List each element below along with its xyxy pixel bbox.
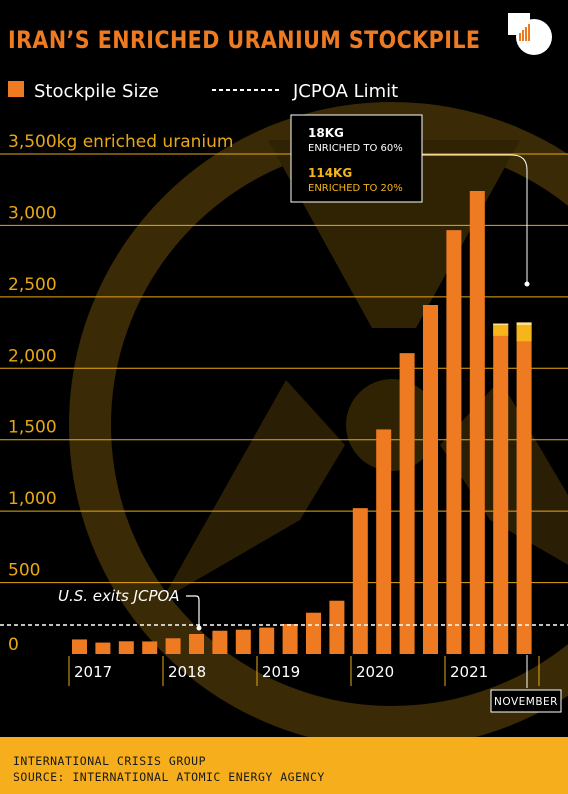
crisis-group-logo xyxy=(508,13,552,55)
legend-label-jcpoa: JCPOA Limit xyxy=(292,81,398,102)
bar xyxy=(493,323,509,654)
bars xyxy=(72,191,532,654)
bar-segment-60pct xyxy=(493,323,509,326)
callout-box: 18KG ENRICHED TO 60% 114KG ENRICHED TO 2… xyxy=(290,114,530,287)
bar xyxy=(189,634,204,654)
callout-pointer xyxy=(422,154,528,282)
y-tick-label: 2,000 xyxy=(8,346,57,366)
bar xyxy=(165,638,181,654)
footer-source: SOURCE: INTERNATIONAL ATOMIC ENERGY AGEN… xyxy=(13,770,325,784)
callout-20-desc: ENRICHED TO 20% xyxy=(308,183,403,194)
callout-dot xyxy=(524,281,530,287)
bar xyxy=(72,639,87,654)
y-tick-label: 1,000 xyxy=(8,489,57,509)
bar xyxy=(118,641,134,654)
bar xyxy=(352,508,368,654)
bar xyxy=(212,630,228,654)
x-tick-label: 2017 xyxy=(74,663,112,681)
page-title: IRAN’S ENRICHED URANIUM STOCKPILE xyxy=(8,26,481,54)
y-tick-label: 2,500 xyxy=(8,275,57,295)
footer: INTERNATIONAL CRISIS GROUP SOURCE: INTER… xyxy=(0,737,568,794)
x-axis: 2017 2018 2019 2020 2021 xyxy=(68,656,540,686)
callout-60-value: 18KG xyxy=(308,126,344,140)
legend: Stockpile Size JCPOA Limit xyxy=(8,81,398,102)
x-tick-label: 2020 xyxy=(356,663,394,681)
us-exit-pointer xyxy=(186,595,200,627)
y-tick-label: 500 xyxy=(8,561,40,581)
y-tick-label: 1,500 xyxy=(8,418,57,438)
stockpile-chart: Stockpile Size JCPOA Limit 0 500 1,000 1,50… xyxy=(0,81,568,737)
bar xyxy=(423,305,438,654)
bar xyxy=(142,641,158,654)
november-marker: NOVEMBER xyxy=(490,655,562,713)
y-tick-label: 3,500kg enriched uranium xyxy=(8,132,233,152)
y-tick-label: 0 xyxy=(8,635,19,655)
bar xyxy=(95,642,111,654)
bar xyxy=(235,629,251,654)
legend-label-stockpile: Stockpile Size xyxy=(34,81,159,102)
bar-segment-20pct xyxy=(493,323,509,336)
y-axis: 0 500 1,000 1,500 2,000 2,500 3,000 3,500kg enr… xyxy=(8,132,233,655)
x-tick-label: 2018 xyxy=(168,663,206,681)
us-exit-label: U.S. exits JCPOA xyxy=(58,587,180,605)
bar xyxy=(446,230,462,654)
bar-segment-20pct xyxy=(516,325,532,342)
legend-swatch-stockpile xyxy=(8,81,24,97)
november-label: NOVEMBER xyxy=(494,696,558,708)
callout-20-value: 114KG xyxy=(308,166,352,180)
y-tick-label: 3,000 xyxy=(8,203,57,223)
bar-segment-60pct xyxy=(516,322,532,325)
x-tick-label: 2021 xyxy=(450,663,488,681)
bar xyxy=(399,353,415,654)
bar xyxy=(282,624,298,654)
bar xyxy=(376,429,392,654)
footer-publisher: INTERNATIONAL CRISIS GROUP xyxy=(13,754,207,768)
bar xyxy=(329,600,345,654)
bar xyxy=(259,627,275,654)
us-exit-annotation: U.S. exits JCPOA xyxy=(58,587,202,631)
bar xyxy=(516,322,532,654)
bar xyxy=(306,612,321,654)
bar xyxy=(469,191,485,654)
x-tick-label: 2019 xyxy=(262,663,300,681)
callout-60-desc: ENRICHED TO 60% xyxy=(308,143,403,154)
us-exit-dot xyxy=(196,625,202,631)
